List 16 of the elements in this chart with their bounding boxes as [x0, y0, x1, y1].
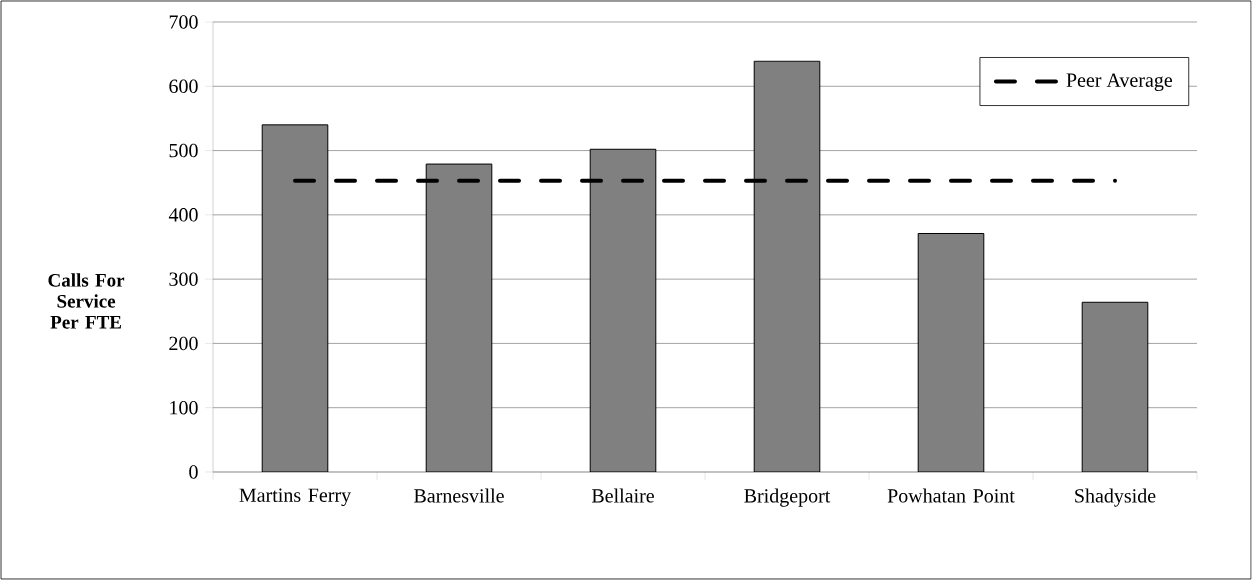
y-tick-label: 100 — [170, 400, 198, 415]
y-tick-label: 400 — [168, 208, 198, 222]
y-tick-label: 500 — [169, 143, 198, 158]
x-tick-label: Powhatan Point — [887, 488, 1015, 503]
y-tick-label: 200 — [169, 336, 198, 351]
x-tick-label: Barnesville — [414, 488, 504, 503]
y-tick-label: 600 — [169, 79, 198, 94]
x-tick-label: Bridgeport — [744, 488, 831, 507]
legend-label: Peer Average — [1066, 73, 1173, 92]
y-axis-title: Calls For Service Per FTE — [48, 273, 125, 329]
x-tick-label: Shadyside — [1075, 488, 1156, 507]
y-tick-label: 700 — [169, 15, 198, 29]
x-tick-label: Bellaire — [591, 488, 654, 503]
y-tick-label: 0 — [189, 465, 198, 479]
y-tick-label: 300 — [169, 272, 198, 286]
x-tick-label: Martins Ferry — [239, 488, 352, 507]
